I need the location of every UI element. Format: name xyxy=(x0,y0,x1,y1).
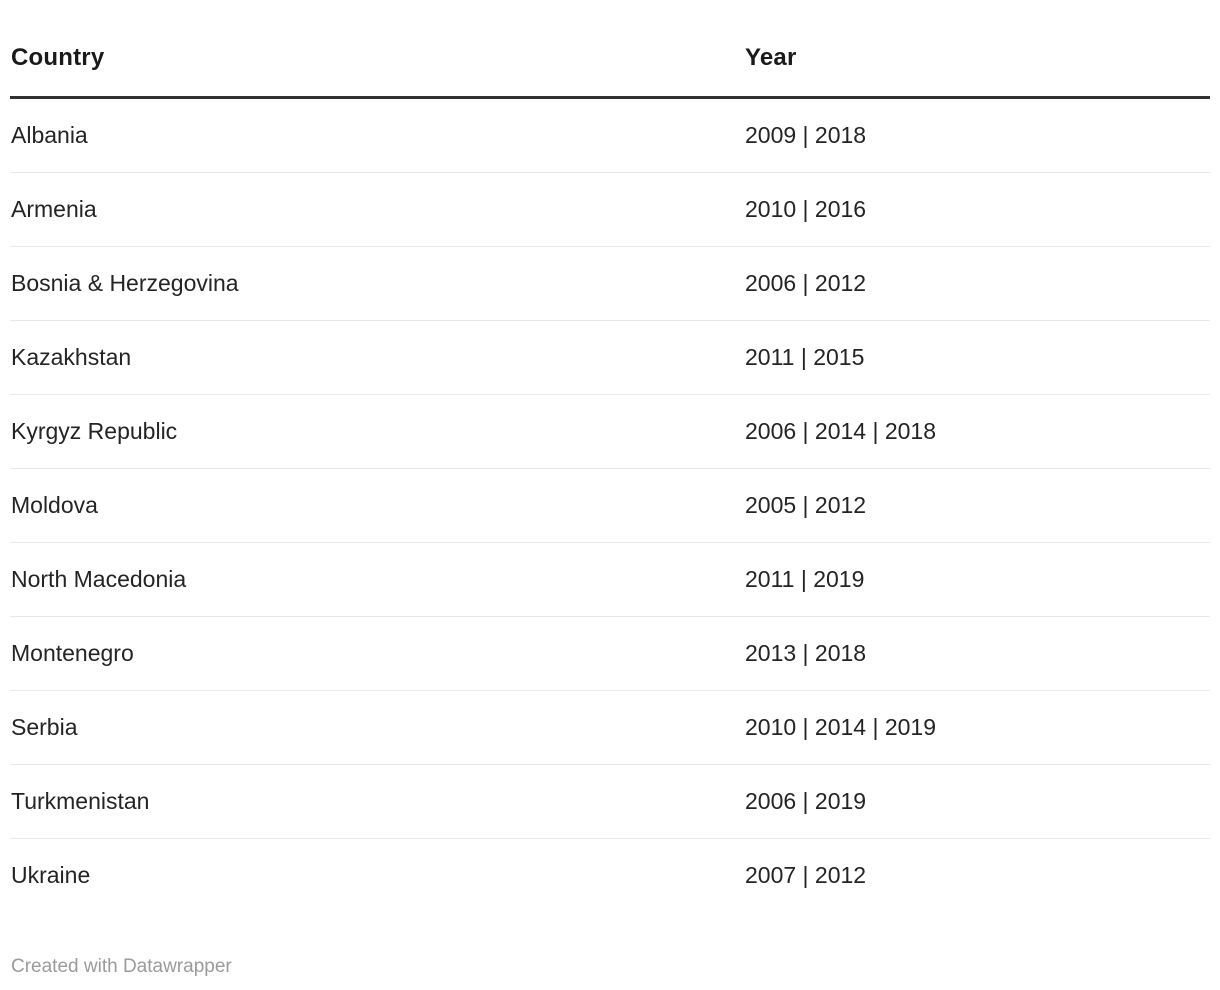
year-cell: 2006 | 2019 xyxy=(745,787,867,814)
year-cell: 2010 | 2014 | 2019 xyxy=(745,713,937,740)
table-row: Serbia 2010 | 2014 | 2019 xyxy=(10,691,1210,765)
country-cell: Moldova xyxy=(11,491,98,518)
country-cell: Kyrgyz Republic xyxy=(11,417,178,444)
year-cell: 2013 | 2018 xyxy=(745,639,867,666)
year-cell: 2006 | 2012 xyxy=(745,269,867,296)
country-cell: Turkmenistan xyxy=(11,787,150,814)
table-row: Montenegro 2013 | 2018 xyxy=(10,617,1210,691)
year-cell: 2006 | 2014 | 2018 xyxy=(745,417,937,444)
country-cell: Ukraine xyxy=(11,862,91,889)
table-body: Albania 2009 | 2018 Armenia 2010 | 2016 Bosn… xyxy=(10,99,1210,913)
year-cell: 2009 | 2018 xyxy=(745,121,867,148)
column-header-country: Country xyxy=(11,44,105,71)
year-cell: 2005 | 2012 xyxy=(745,491,867,518)
year-cell: 2007 | 2012 xyxy=(745,862,867,889)
table-row: Ukraine 2007 | 2012 xyxy=(10,839,1210,913)
table-row: Kyrgyz Republic 2006 | 2014 | 2018 xyxy=(10,395,1210,469)
table-row: Armenia 2010 | 2016 xyxy=(10,173,1210,247)
country-cell: North Macedonia xyxy=(11,565,187,592)
country-cell: Armenia xyxy=(11,195,97,222)
country-cell: Albania xyxy=(11,121,88,148)
column-header-year: Year xyxy=(745,44,797,71)
table-row: North Macedonia 2011 | 2019 xyxy=(10,543,1210,617)
table-row: Moldova 2005 | 2012 xyxy=(10,469,1210,543)
country-cell: Serbia xyxy=(11,713,78,740)
country-cell: Kazakhstan xyxy=(11,343,132,370)
year-cell: 2011 | 2015 xyxy=(745,343,865,370)
country-cell: Bosnia & Herzegovina xyxy=(11,269,239,296)
table-row: Albania 2009 | 2018 xyxy=(10,99,1210,173)
table-row: Kazakhstan 2011 | 2015 xyxy=(10,321,1210,395)
country-cell: Montenegro xyxy=(11,639,134,666)
table-row: Bosnia & Herzegovina 2006 | 2012 xyxy=(10,247,1210,321)
year-cell: 2011 | 2019 xyxy=(745,565,865,592)
table-header-row: Country Year xyxy=(10,0,1210,99)
year-cell: 2010 | 2016 xyxy=(745,195,867,222)
attribution-text: Created with Datawrapper xyxy=(11,955,232,977)
table-row: Turkmenistan 2006 | 2019 xyxy=(10,765,1210,839)
